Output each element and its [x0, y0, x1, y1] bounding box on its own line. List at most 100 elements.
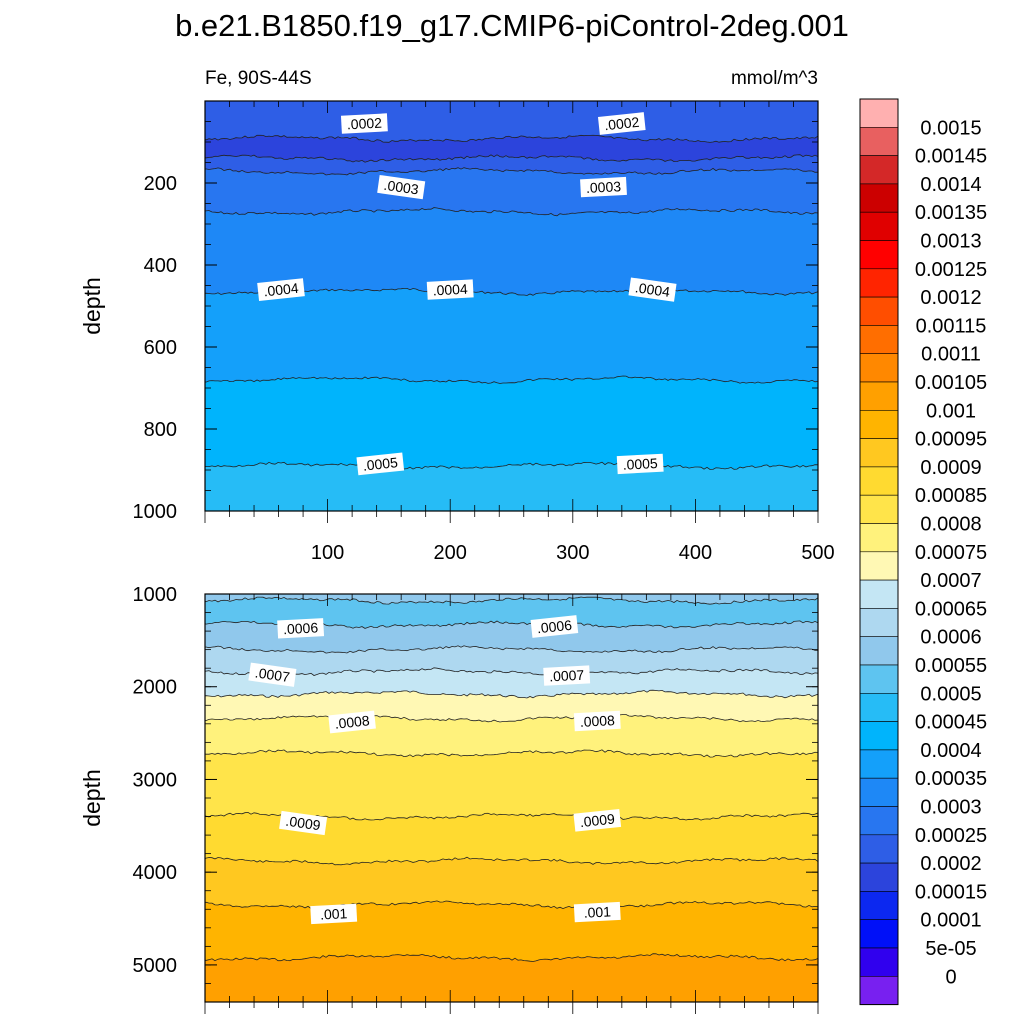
contour-label-text: .0004 — [432, 281, 468, 299]
contour-label-text: .0004 — [634, 279, 671, 300]
lower-panel: .0006 .0006 .0007 .0007 .0008 .0008 .0009 .0009… — [79, 584, 819, 1014]
contour-label: .001 — [310, 903, 358, 925]
contour-label: .001 — [573, 901, 621, 923]
contour-label: .0002 — [340, 113, 388, 134]
y-tick-label: 600 — [144, 337, 177, 359]
colorbar-box — [859, 919, 899, 949]
x-tick-label: 500 — [801, 542, 834, 564]
contour-line-0.00085 — [205, 749, 818, 758]
colorbar-label: 0.00135 — [915, 202, 987, 224]
colorbar-box — [859, 664, 899, 694]
colorbar-box — [859, 636, 899, 666]
contour-label-text: .001 — [320, 905, 348, 922]
figure-title: b.e21.B1850.f19_g17.CMIP6-piControl-2deg… — [175, 8, 849, 43]
contour-label-text: .0006 — [536, 617, 573, 637]
colorbar-label: 0.0008 — [920, 514, 981, 536]
contour-line-0.00105 — [205, 953, 818, 962]
colorbar-box — [859, 98, 899, 128]
contour-label-text: .0008 — [579, 712, 615, 730]
colorbar-label: 0.0013 — [920, 231, 981, 253]
y-tick-label: 800 — [144, 419, 177, 441]
colorbar-label: 0.00015 — [915, 881, 987, 903]
colorbar-box — [859, 325, 899, 354]
contour-label: .0004 — [257, 278, 305, 301]
colorbar-box — [859, 749, 899, 779]
contour-label-text: .001 — [583, 903, 611, 920]
colorbar-box — [859, 777, 899, 807]
colorbar-label: 0.00035 — [915, 768, 987, 790]
contour-label: .0004 — [426, 279, 474, 300]
contour-label: .0005 — [356, 452, 405, 476]
contour-label: .0006 — [530, 615, 579, 638]
contour-label: .0009 — [279, 810, 328, 836]
colorbar-label: 0.00075 — [915, 542, 987, 564]
colorbar-box — [859, 353, 899, 383]
colorbar-label: 0.0006 — [920, 627, 981, 649]
colorbar-label: 0.0015 — [920, 117, 981, 139]
contour-band-0.0005 — [205, 462, 818, 511]
contour-line-0.0005 — [205, 461, 818, 470]
subtitle-left: Fe, 90S-44S — [205, 68, 312, 89]
colorbar: 0.0015 0.00145 0.0014 0.00135 0.0013 0.00125 0… — [859, 98, 987, 1006]
colorbar-box — [859, 551, 899, 581]
colorbar-label: 0.00045 — [915, 712, 987, 734]
contour-label: .0007 — [248, 662, 297, 687]
contour-label-text: .0002 — [604, 114, 641, 134]
colorbar-box — [859, 438, 899, 468]
y-tick-label: 400 — [144, 255, 177, 277]
colorbar-box — [859, 579, 899, 609]
y-tick-label: 2000 — [133, 677, 178, 699]
y-axis-label: depth — [79, 277, 105, 335]
colorbar-box — [859, 211, 899, 241]
contour-label-text: .0008 — [334, 712, 371, 732]
colorbar-label: 0.00115 — [916, 315, 987, 337]
colorbar-label: 0.0001 — [920, 910, 981, 932]
contour-label: .0007 — [543, 665, 591, 686]
upper-panel: .0002 .0002 .0003 .0003 .0004 .0004 .0004 .0005… — [79, 100, 835, 564]
colorbar-box — [859, 127, 899, 156]
colorbar-box — [859, 466, 899, 496]
contour-band-0.00105 — [205, 953, 818, 1002]
colorbar-box — [859, 381, 899, 411]
contour-label: .0003 — [580, 176, 627, 198]
colorbar-box — [859, 155, 899, 185]
x-tick-label: 200 — [434, 542, 467, 564]
colorbar-box — [859, 721, 899, 751]
contour-line-0.0002 — [205, 134, 818, 143]
colorbar-label: 0.00125 — [915, 259, 987, 281]
colorbar-box — [859, 240, 899, 270]
colorbar-label: 0.0009 — [920, 457, 981, 479]
colorbar-box — [859, 806, 899, 836]
contour-label-text: .0004 — [263, 280, 300, 300]
contour-label: .0009 — [573, 808, 622, 832]
colorbar-label: 0.0004 — [920, 740, 981, 762]
contour-line-0.00035 — [205, 207, 818, 217]
y-tick-label: 200 — [144, 173, 177, 195]
contour-label: .0003 — [377, 174, 426, 200]
contour-label: .0004 — [628, 277, 677, 302]
colorbar-label: 0.0002 — [920, 853, 981, 875]
contour-label-text: .0009 — [285, 813, 322, 834]
x-tick-label: 300 — [556, 542, 589, 564]
colorbar-box — [859, 296, 899, 326]
colorbar-box — [859, 494, 899, 524]
colorbar-label: 0.00095 — [915, 429, 987, 451]
y-tick-label: 5000 — [133, 955, 178, 977]
contour-line-0.00045 — [205, 375, 818, 384]
colorbar-box — [859, 862, 899, 892]
colorbar-label: 0.0012 — [920, 287, 981, 309]
subtitle-right: mmol/m^3 — [731, 68, 818, 89]
contour-label-text: .0009 — [579, 810, 616, 830]
y-tick-label: 1000 — [133, 501, 178, 523]
colorbar-box — [859, 975, 899, 1005]
contour-line-0.00025 — [205, 154, 818, 163]
contour-line-0.00095 — [205, 856, 818, 866]
colorbar-box — [859, 409, 899, 439]
contour-label: .0008 — [328, 710, 376, 734]
y-axis-label: depth — [79, 769, 105, 827]
colorbar-label: 0.00105 — [915, 372, 987, 394]
colorbar-label: 0.0011 — [921, 344, 981, 366]
x-tick-label: 400 — [679, 542, 712, 564]
colorbar-box — [859, 183, 899, 213]
